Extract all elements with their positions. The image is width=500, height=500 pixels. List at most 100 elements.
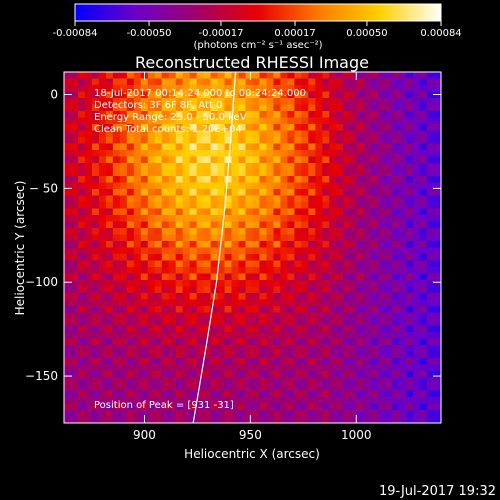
heatmap-cell xyxy=(182,345,191,352)
heatmap-cell xyxy=(434,390,441,398)
heatmap-cell xyxy=(266,273,274,281)
heatmap-cell xyxy=(336,234,344,242)
heatmap-cell xyxy=(385,286,393,294)
heatmap-cell xyxy=(133,286,142,294)
heatmap-cell xyxy=(98,85,107,92)
heatmap-cell xyxy=(133,371,142,378)
heatmap-cell xyxy=(259,221,267,229)
heatmap-cell xyxy=(168,358,177,365)
heatmap-cell xyxy=(203,241,212,248)
heatmap-cell xyxy=(322,156,330,164)
heatmap-cell xyxy=(203,91,212,99)
heatmap-cell xyxy=(140,338,149,346)
heatmap-cell xyxy=(133,299,142,307)
heatmap-cell xyxy=(287,403,295,411)
heatmap-cell xyxy=(308,143,316,151)
heatmap-cell xyxy=(434,202,441,209)
heatmap-cell xyxy=(371,221,379,229)
heatmap-cell xyxy=(224,78,233,86)
heatmap-cell xyxy=(147,91,156,99)
heatmap-cell xyxy=(336,351,344,359)
heatmap-cell xyxy=(315,332,323,339)
heatmap-cell xyxy=(119,78,128,86)
heatmap-cell xyxy=(147,104,156,112)
heatmap-cell xyxy=(434,260,441,268)
heatmap-cell xyxy=(84,234,93,242)
heatmap-cell xyxy=(224,137,233,144)
heatmap-cell xyxy=(252,176,260,183)
heatmap-cell xyxy=(294,286,302,294)
heatmap-cell xyxy=(140,332,149,339)
heatmap-cell xyxy=(427,208,435,216)
heatmap-cell xyxy=(168,293,177,300)
heatmap-cell xyxy=(224,403,233,411)
heatmap-cell xyxy=(315,325,323,333)
heatmap-cell xyxy=(189,189,198,196)
heatmap-cell xyxy=(224,364,233,372)
heatmap-cell xyxy=(231,293,240,300)
heatmap-cell xyxy=(336,72,344,79)
heatmap-cell xyxy=(119,358,128,365)
heatmap-cell xyxy=(294,371,302,378)
heatmap-cell xyxy=(210,410,219,417)
heatmap-cell xyxy=(406,234,414,242)
heatmap-cell xyxy=(287,124,295,131)
heatmap-cell xyxy=(217,189,226,196)
heatmap-cell xyxy=(336,104,344,112)
heatmap-cell xyxy=(154,163,163,170)
heatmap-cell xyxy=(77,137,86,144)
heatmap-cell xyxy=(336,286,344,294)
y-axis: 0− 50−100−150 xyxy=(25,88,441,383)
heatmap-cell xyxy=(168,260,177,268)
heatmap-cell xyxy=(140,98,149,105)
heatmap-cell xyxy=(315,306,323,313)
heatmap-cell xyxy=(70,312,79,320)
heatmap-cell xyxy=(105,91,114,99)
heatmap-cell xyxy=(287,163,295,170)
heatmap-cell xyxy=(210,163,219,170)
heatmap-cell xyxy=(301,163,309,170)
heatmap-cell xyxy=(168,247,177,255)
heatmap-cell xyxy=(336,111,344,118)
heatmap-cell xyxy=(371,215,379,222)
heatmap-cell xyxy=(357,293,365,300)
heatmap-cell xyxy=(217,130,226,138)
heatmap-cell xyxy=(378,85,386,92)
heatmap-cell xyxy=(266,241,274,248)
heatmap-cell xyxy=(259,332,267,339)
heatmap-cell xyxy=(378,410,386,417)
heatmap-cell xyxy=(301,306,309,313)
heatmap-cell xyxy=(392,228,400,235)
heatmap-cell xyxy=(77,371,86,378)
heatmap-cell xyxy=(238,312,247,320)
heatmap-cell xyxy=(280,364,288,372)
heatmap-cell xyxy=(196,345,205,352)
heatmap-cell xyxy=(308,163,316,170)
heatmap-cell xyxy=(392,267,400,274)
heatmap-cell xyxy=(119,156,128,164)
heatmap-cell xyxy=(245,306,253,313)
heatmap-cell xyxy=(210,286,219,294)
heatmap-cell xyxy=(350,143,358,151)
heatmap-cell xyxy=(133,182,142,190)
heatmap-cell xyxy=(399,254,407,261)
heatmap-cell xyxy=(273,410,281,417)
heatmap-cell xyxy=(224,156,233,164)
heatmap-cell xyxy=(301,273,309,281)
heatmap-cell xyxy=(420,176,428,183)
heatmap-cell xyxy=(294,117,302,125)
heatmap-cell xyxy=(406,228,414,235)
heatmap-cell xyxy=(105,319,114,326)
heatmap-cell xyxy=(175,241,184,248)
heatmap-cell xyxy=(329,182,337,190)
heatmap-cell xyxy=(252,416,260,423)
heatmap-cell xyxy=(154,267,163,274)
heatmap-cell xyxy=(273,202,281,209)
heatmap-cell xyxy=(91,319,100,326)
heatmap-cell xyxy=(322,312,330,320)
heatmap-cell xyxy=(70,241,79,248)
heatmap-cell xyxy=(217,377,226,385)
heatmap-cell xyxy=(413,182,421,190)
heatmap-cell xyxy=(385,332,393,339)
heatmap-cell xyxy=(371,377,379,385)
